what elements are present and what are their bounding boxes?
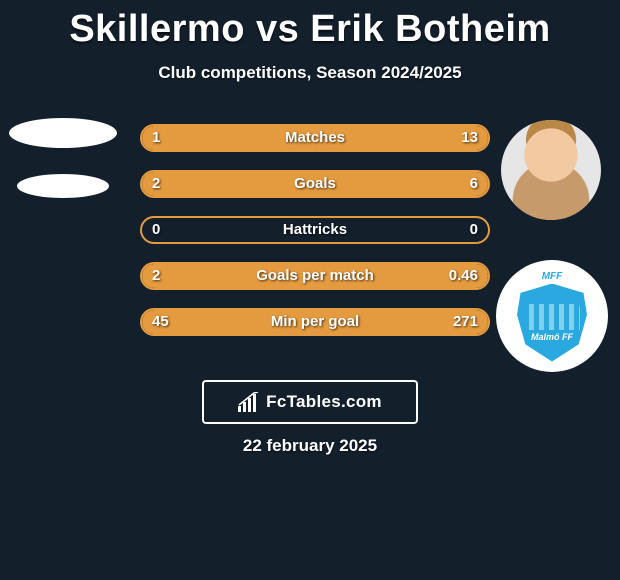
stat-row: 113Matches [140, 124, 490, 152]
left-player-club-placeholder [17, 174, 109, 198]
stat-label: Goals [142, 172, 488, 196]
brand-text: FcTables.com [266, 392, 382, 412]
stat-row: 26Goals [140, 170, 490, 198]
stat-label: Matches [142, 126, 488, 150]
club-name: Malmö FF [531, 332, 573, 342]
page-subtitle: Club competitions, Season 2024/2025 [0, 63, 620, 83]
left-player-photo-placeholder [9, 118, 117, 148]
stats-panel: 113Matches 26Goals 00Hattricks 20.46Goals p… [140, 124, 490, 354]
footer-date: 22 february 2025 [0, 436, 620, 456]
page-title: Skillermo vs Erik Botheim [0, 0, 620, 51]
stat-row: 20.46Goals per match [140, 262, 490, 290]
stat-row: 45271Min per goal [140, 308, 490, 336]
right-player-club-badge: MFF Malmö FF [496, 260, 608, 372]
comparison-card: Skillermo vs Erik Botheim Club competiti… [0, 0, 620, 580]
right-player-photo [501, 120, 601, 220]
stat-label: Goals per match [142, 264, 488, 288]
stat-row: 00Hattricks [140, 216, 490, 244]
stat-label: Hattricks [142, 218, 488, 242]
club-abbrev: MFF [542, 271, 563, 282]
brand-box: FcTables.com [202, 380, 418, 424]
right-player-column: MFF Malmö FF [496, 120, 606, 372]
shield-icon: Malmö FF [517, 284, 587, 362]
left-player-column [8, 118, 118, 198]
face-icon [501, 120, 601, 220]
bar-chart-icon [238, 392, 260, 412]
badge-stripes [524, 304, 580, 330]
stat-label: Min per goal [142, 310, 488, 334]
